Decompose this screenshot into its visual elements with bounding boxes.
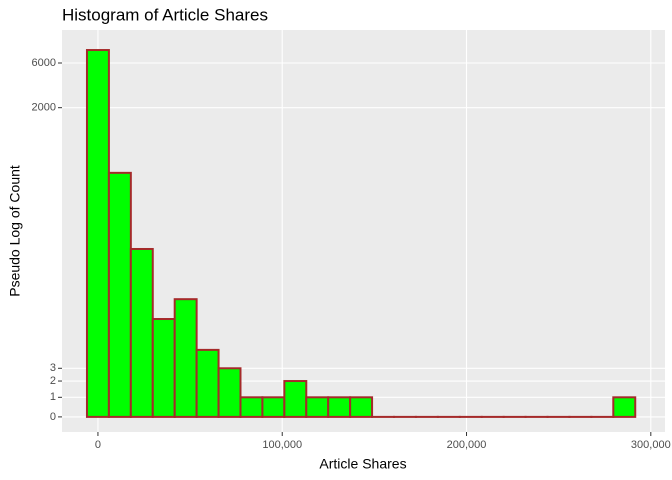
x-axis-label: Article Shares: [319, 456, 406, 472]
x-tick-label: 300,000: [631, 439, 671, 451]
y-tick-label: 2: [50, 375, 56, 387]
bar: [261, 396, 286, 418]
bar: [85, 49, 110, 418]
bar: [173, 298, 198, 418]
bar: [305, 396, 330, 418]
y-tick-label: 2000: [32, 102, 56, 114]
bar: [195, 348, 220, 418]
chart-title: Histogram of Article Shares: [62, 5, 268, 24]
bar: [107, 171, 132, 418]
bar: [217, 367, 242, 418]
axes: 0 100,000 200,000 300,000 0 1 23 2000 6000: [32, 57, 671, 451]
y-tick-label: 0: [50, 411, 56, 423]
y-tick-label: 1: [50, 391, 56, 403]
bar: [129, 247, 154, 418]
bar: [612, 396, 637, 418]
y-tick-label: 3: [50, 362, 56, 374]
x-tick-label: 200,000: [447, 439, 487, 451]
bars: [85, 49, 637, 418]
y-tick-label: 6000: [32, 57, 56, 69]
x-tick-label: 100,000: [262, 439, 302, 451]
bar: [349, 396, 374, 418]
x-tick-label: 0: [95, 439, 101, 451]
bar: [283, 380, 308, 418]
bar: [239, 396, 264, 418]
bar: [327, 396, 352, 418]
y-axis-label: Pseudo Log of Count: [7, 165, 23, 297]
bar: [151, 318, 176, 418]
